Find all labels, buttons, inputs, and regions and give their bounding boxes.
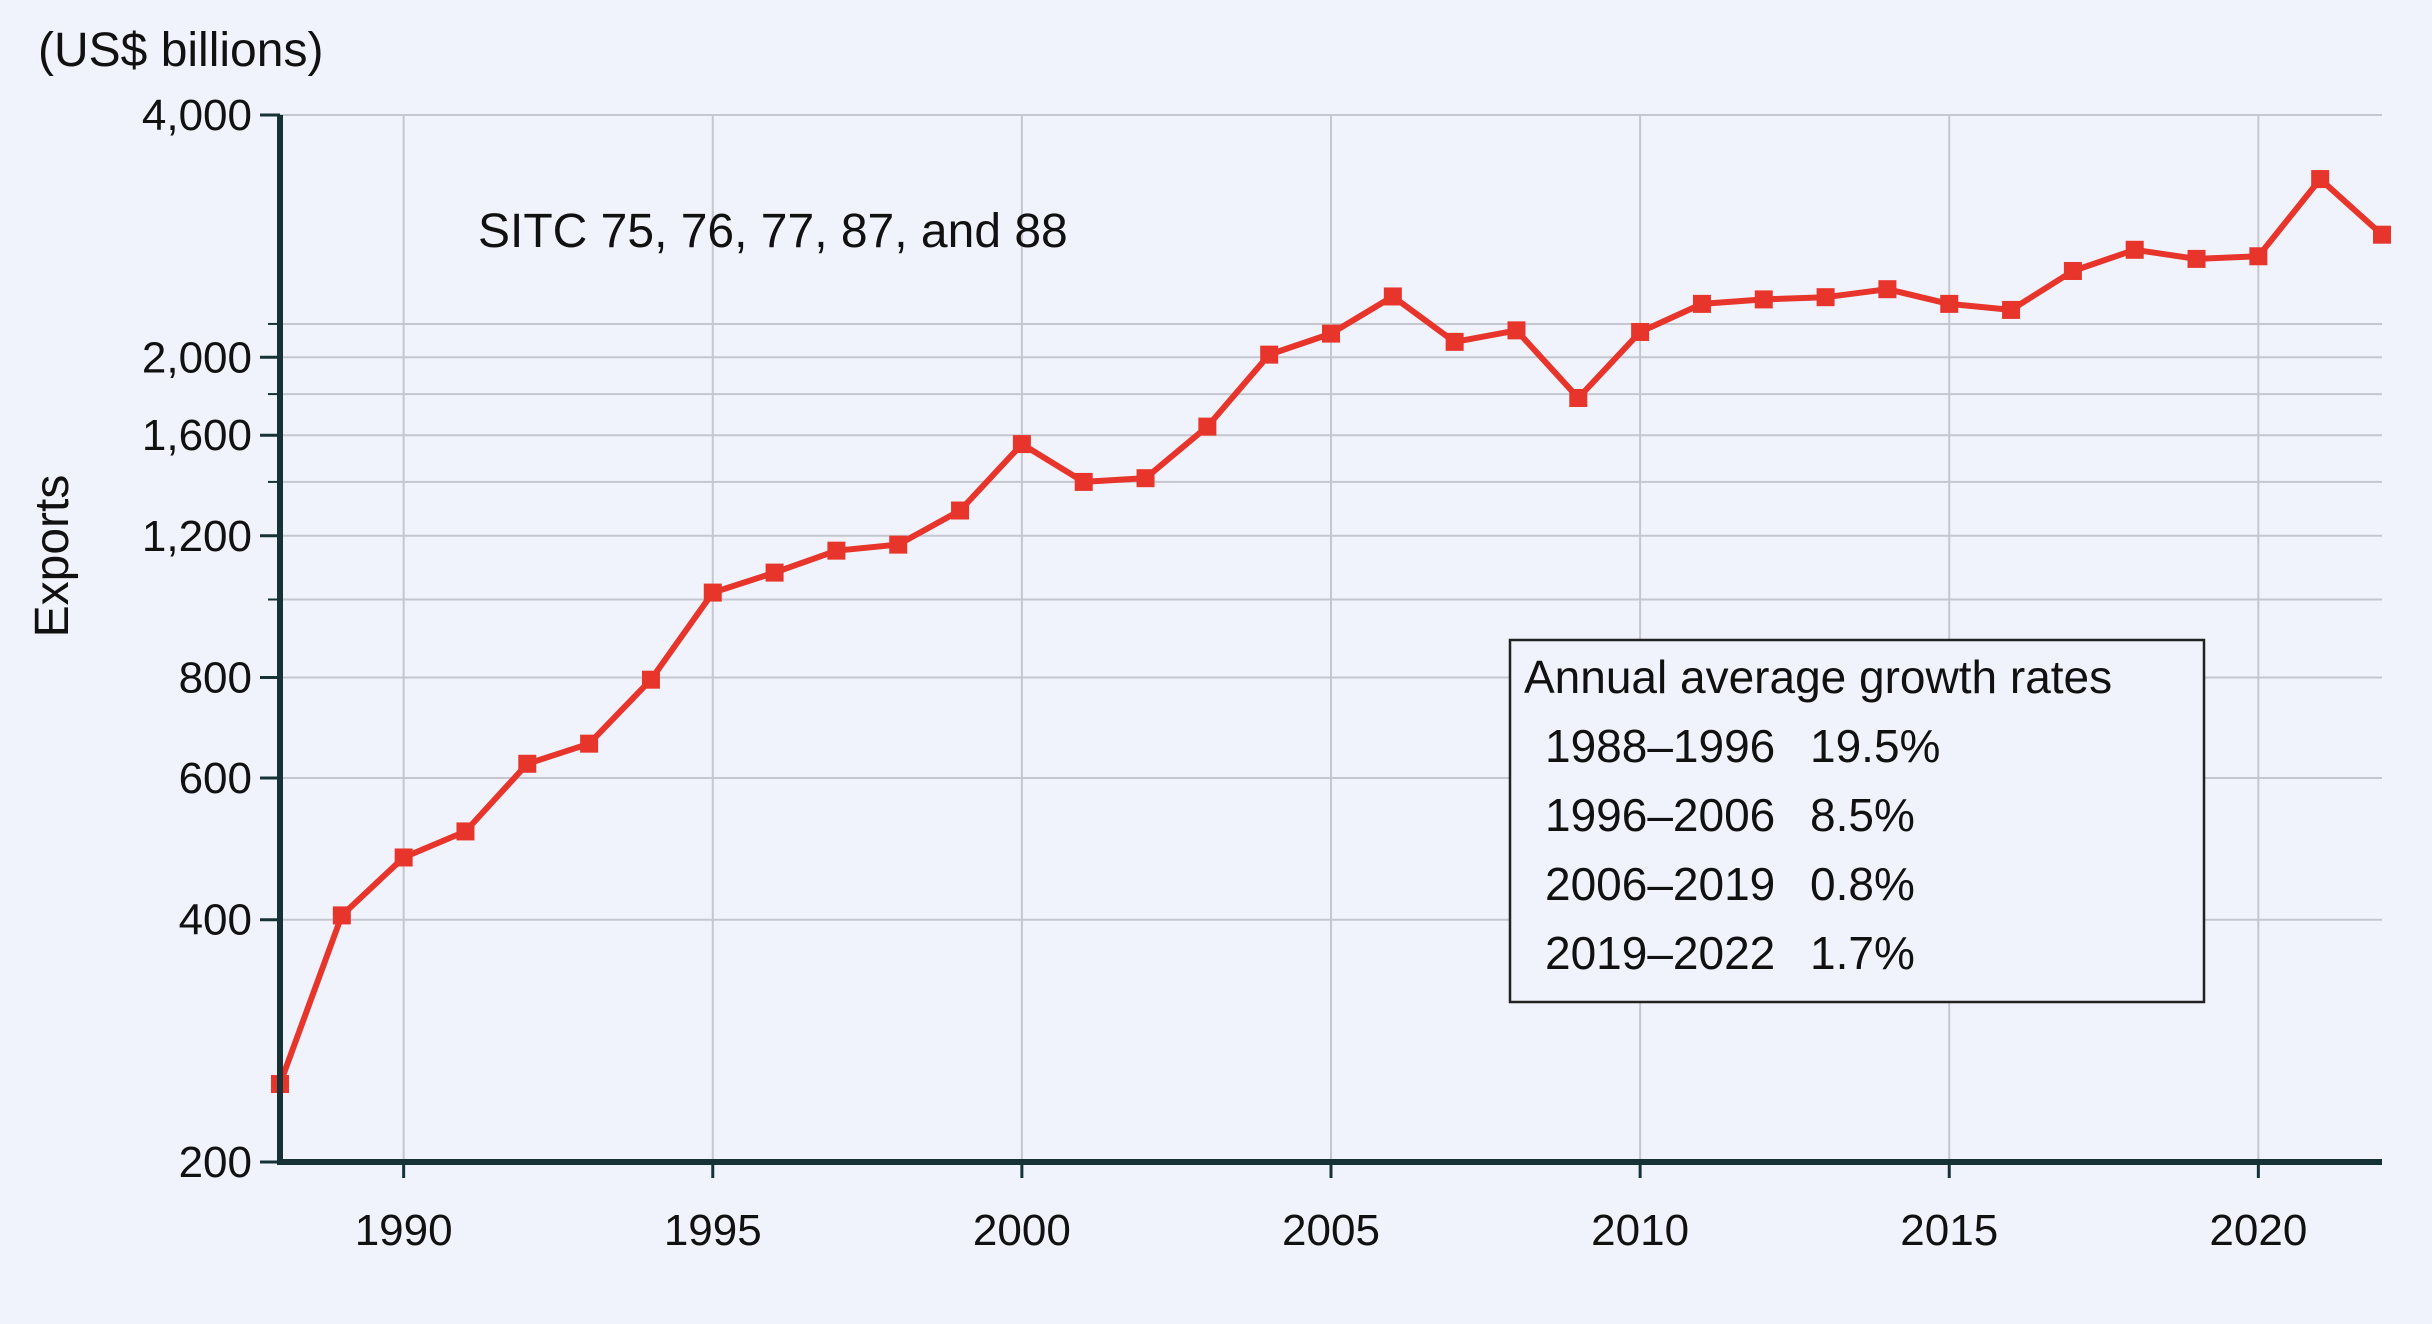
series-annotation: SITC 75, 76, 77, 87, and 88: [478, 205, 1068, 258]
y-tick-label: 1,600: [142, 411, 252, 460]
data-point: [1012, 435, 1031, 454]
data-point: [2125, 240, 2144, 259]
data-point: [765, 563, 784, 582]
data-point: [456, 822, 475, 841]
data-point: [2187, 249, 2206, 268]
legend-rate-4: 1.7%: [1810, 927, 1915, 979]
data-point: [889, 535, 908, 554]
data-point: [1445, 332, 1464, 351]
legend-rate-2: 8.5%: [1810, 789, 1915, 841]
data-point: [1136, 469, 1155, 488]
unit-label: (US$ billions): [38, 24, 323, 77]
y-tick-label: 1,200: [142, 512, 252, 561]
data-point: [1878, 280, 1897, 299]
data-point: [703, 583, 722, 602]
x-tick-label: 2020: [2209, 1206, 2307, 1255]
x-tick-label: 2015: [1900, 1206, 1998, 1255]
data-point: [1569, 388, 1588, 407]
data-point: [1940, 294, 1959, 313]
y-tick-label: 2,000: [142, 333, 252, 382]
data-point: [951, 501, 970, 520]
legend-rate-3: 0.8%: [1810, 858, 1915, 910]
legend-period-2: 1996–2006: [1545, 789, 1775, 841]
y-axis-title: Exports: [26, 475, 79, 638]
axes: 200 400 600 800 1,200 1,600 2,000 4,000 1990 1995…: [142, 91, 2382, 1255]
data-point: [1260, 345, 1279, 364]
data-point: [1692, 294, 1711, 313]
data-point: [1322, 324, 1340, 343]
data-point: [332, 906, 351, 925]
grid: [280, 114, 2382, 1162]
data-point: [2063, 261, 2082, 280]
x-tick-label: 1990: [355, 1206, 453, 1255]
data-point: [2249, 247, 2268, 266]
series-layer: [271, 170, 2391, 1094]
x-tick-label: 2010: [1591, 1206, 1689, 1255]
y-tick-label: 600: [179, 754, 252, 803]
data-point: [827, 541, 846, 560]
x-tick-label: 1995: [664, 1206, 762, 1255]
data-point: [394, 848, 413, 867]
x-tick-label: 2005: [1282, 1206, 1380, 1255]
y-tick-label: 400: [179, 896, 252, 945]
data-point: [2373, 225, 2391, 244]
legend-period-1: 1988–1996: [1545, 720, 1775, 772]
y-tick-label: 200: [179, 1138, 252, 1187]
data-point: [1631, 322, 1650, 341]
legend-box: Annual average growth rates 1988–1996 19…: [1508, 638, 2206, 1004]
legend-frame: [1508, 638, 2206, 1004]
data-point: [1198, 417, 1217, 436]
data-point: [1383, 287, 1402, 306]
data-point: [1816, 288, 1835, 307]
y-tick-label: 800: [179, 653, 252, 702]
legend-period-4: 2019–2022: [1545, 927, 1775, 979]
data-point: [580, 734, 599, 753]
data-point: [1754, 290, 1773, 309]
y-tick-label: 4,000: [142, 91, 252, 140]
data-point: [641, 670, 660, 689]
legend-period-3: 2006–2019: [1545, 858, 1775, 910]
x-tick-label: 2000: [973, 1206, 1071, 1255]
data-point: [1074, 472, 1093, 491]
data-point: [2002, 300, 2021, 319]
data-point: [2311, 170, 2330, 189]
data-point: [518, 754, 537, 773]
legend-title: Annual average growth rates: [1524, 651, 2112, 703]
data-point: [1507, 321, 1526, 340]
legend-rate-1: 19.5%: [1810, 720, 1940, 772]
